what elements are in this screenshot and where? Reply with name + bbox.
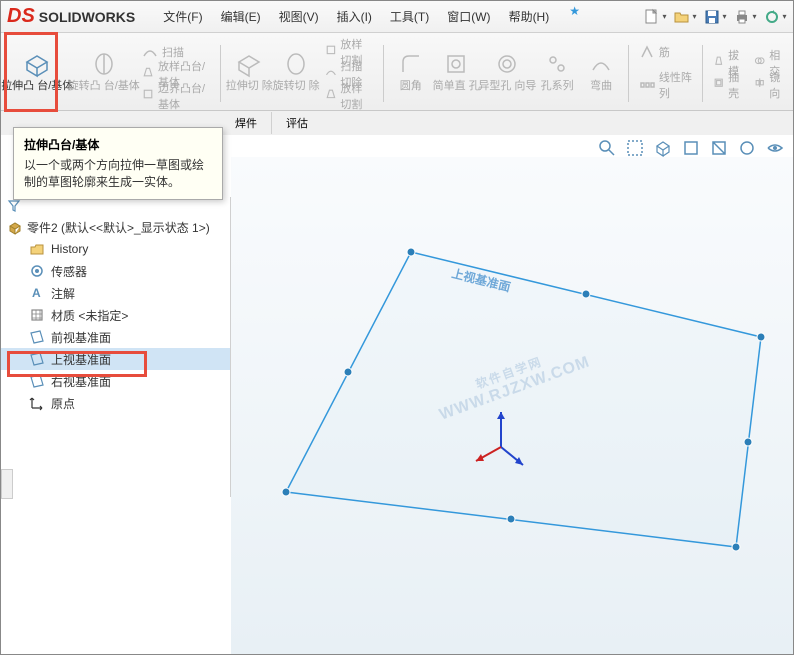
- tree-material[interactable]: 材质 <未指定>: [1, 304, 230, 326]
- menu-edit[interactable]: 编辑(E): [213, 4, 269, 29]
- panel-resizer[interactable]: [1, 469, 13, 499]
- intersect-group: 相交 镜向: [750, 37, 789, 110]
- rebuild-button[interactable]: ▾: [763, 5, 787, 29]
- rib-button[interactable]: 筋: [635, 41, 696, 63]
- app-name: SOLIDWORKS: [39, 9, 135, 25]
- menu-bar: DS SOLIDWORKS 文件(F) 编辑(E) 视图(V) 插入(I) 工具…: [1, 1, 793, 33]
- revolve-label: 旋转凸 台/基体: [68, 80, 140, 93]
- plane-sketch: 上视基准面: [231, 197, 793, 654]
- hole-series-button[interactable]: 孔系列: [536, 37, 578, 107]
- tree-sensors[interactable]: 传感器: [1, 260, 230, 282]
- hole-wizard-button[interactable]: 异型孔 向导: [481, 37, 534, 107]
- cut-small-group: 放样切割 扫描切除 放样切割: [321, 37, 377, 110]
- viewport[interactable]: 上视基准面 软件自学网 WWW.RJZXW.COM: [231, 157, 793, 654]
- app-logo: DS SOLIDWORKS: [7, 5, 135, 28]
- tree-annotations[interactable]: A注解: [1, 282, 230, 304]
- open-doc-button[interactable]: ▾: [673, 5, 697, 29]
- boss-small-group: 扫描 放样凸台/基体 边界凸台/基体: [138, 37, 214, 110]
- draft-group: 拔模 抽壳: [709, 37, 748, 110]
- cut-loft2-button[interactable]: 放样切割: [321, 85, 377, 107]
- menu-insert[interactable]: 插入(I): [329, 4, 380, 29]
- menu-view[interactable]: 视图(V): [271, 4, 327, 29]
- menu-items: 文件(F) 编辑(E) 视图(V) 插入(I) 工具(T) 窗口(W) 帮助(H…: [155, 4, 580, 29]
- bend-button[interactable]: 弯曲: [580, 37, 622, 107]
- feature-tree: 零件2 (默认<<默认>_显示状态 1>) History 传感器 A注解 材质…: [1, 197, 231, 497]
- linear-pattern-button[interactable]: 线性阵 列: [635, 63, 696, 107]
- save-button[interactable]: ▾: [703, 5, 727, 29]
- ribbon: 拉伸凸 台/基体 旋转凸 台/基体 扫描 放样凸台/基体 边界凸台/基体 拉伸切…: [1, 33, 793, 111]
- quick-access: ▾ ▾ ▾ ▾ ▾: [643, 5, 787, 29]
- tree-right-plane[interactable]: 右视基准面: [1, 370, 230, 392]
- extrude-boss-button[interactable]: 拉伸凸 台/基体: [5, 37, 70, 107]
- cut-revolve-label: 旋转切 除: [273, 80, 320, 93]
- menu-tool[interactable]: 工具(T): [382, 4, 437, 29]
- tree-front-plane[interactable]: 前视基准面: [1, 326, 230, 348]
- cut-extrude-button[interactable]: 拉伸切 除: [227, 37, 272, 107]
- tree-root[interactable]: 零件2 (默认<<默认>_显示状态 1>): [1, 217, 230, 238]
- tooltip-title: 拉伸凸台/基体: [24, 136, 212, 153]
- tree-filter-icon[interactable]: [1, 197, 230, 217]
- ds-logo-icon: DS: [7, 5, 35, 28]
- tab-weldment[interactable]: 焊件: [221, 112, 272, 134]
- cut-extrude-label: 拉伸切 除: [226, 80, 273, 93]
- tooltip-desc: 以一个或两个方向拉伸一草图或绘制的草图轮廓来生成一实体。: [24, 157, 212, 191]
- tooltip: 拉伸凸台/基体 以一个或两个方向拉伸一草图或绘制的草图轮廓来生成一实体。: [13, 127, 223, 200]
- pin-icon[interactable]: ★: [569, 4, 580, 29]
- tab-evaluate[interactable]: 评估: [272, 112, 322, 134]
- tree-root-label: 零件2 (默认<<默认>_显示状态 1>): [27, 219, 210, 236]
- menu-window[interactable]: 窗口(W): [439, 4, 498, 29]
- mirror-button[interactable]: 镜向: [750, 74, 789, 96]
- svg-text:A: A: [32, 286, 41, 300]
- boundary-button[interactable]: 边界凸台/基体: [138, 85, 214, 107]
- simple-hole-button[interactable]: 简单直 孔: [434, 37, 479, 107]
- fillet-button[interactable]: 圆角: [390, 37, 432, 107]
- tree-top-plane[interactable]: 上视基准面: [1, 348, 230, 370]
- revolve-boss-button[interactable]: 旋转凸 台/基体: [72, 37, 137, 107]
- tree-history[interactable]: History: [1, 238, 230, 260]
- menu-file[interactable]: 文件(F): [155, 4, 210, 29]
- menu-help[interactable]: 帮助(H): [501, 4, 558, 29]
- print-button[interactable]: ▾: [733, 5, 757, 29]
- tree-origin[interactable]: 原点: [1, 392, 230, 414]
- cut-revolve-button[interactable]: 旋转切 除: [274, 37, 319, 107]
- new-doc-button[interactable]: ▾: [643, 5, 667, 29]
- shell-button[interactable]: 抽壳: [709, 74, 748, 96]
- pattern-group: 筋 线性阵 列: [635, 37, 696, 110]
- extrude-label: 拉伸凸 台/基体: [1, 80, 73, 93]
